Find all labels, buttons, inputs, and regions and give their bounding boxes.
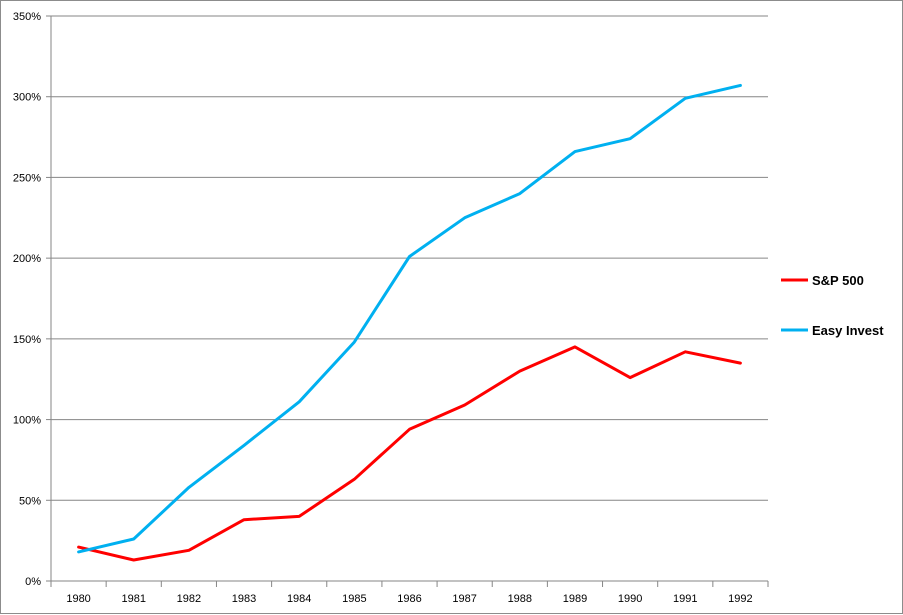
- x-tick-label: 1988: [508, 593, 532, 605]
- x-tick-label: 1989: [563, 593, 587, 605]
- x-tick-label: 1991: [673, 593, 697, 605]
- y-tick-label: 100%: [13, 415, 41, 427]
- y-tick-label: 50%: [19, 495, 41, 507]
- x-tick-label: 1985: [342, 593, 366, 605]
- series-line-easy-invest: [79, 85, 741, 552]
- y-tick-label: 200%: [13, 253, 41, 265]
- x-tick-label: 1992: [728, 593, 752, 605]
- legend-label-s-p-500: S&P 500: [812, 273, 864, 288]
- x-tick-label: 1984: [287, 593, 311, 605]
- x-tick-label: 1980: [66, 593, 90, 605]
- y-tick-label: 250%: [13, 172, 41, 184]
- x-tick-label: 1987: [452, 593, 476, 605]
- x-tick-label: 1990: [618, 593, 642, 605]
- x-tick-label: 1986: [397, 593, 421, 605]
- y-tick-label: 150%: [13, 334, 41, 346]
- series-line-s-p-500: [79, 347, 741, 560]
- x-tick-label: 1981: [121, 593, 145, 605]
- x-tick-label: 1983: [232, 593, 256, 605]
- y-tick-label: 0%: [25, 576, 41, 588]
- x-tick-label: 1982: [177, 593, 201, 605]
- legend-label-easy-invest: Easy Invest: [812, 323, 884, 338]
- y-tick-label: 300%: [13, 92, 41, 104]
- y-tick-label: 350%: [13, 11, 41, 23]
